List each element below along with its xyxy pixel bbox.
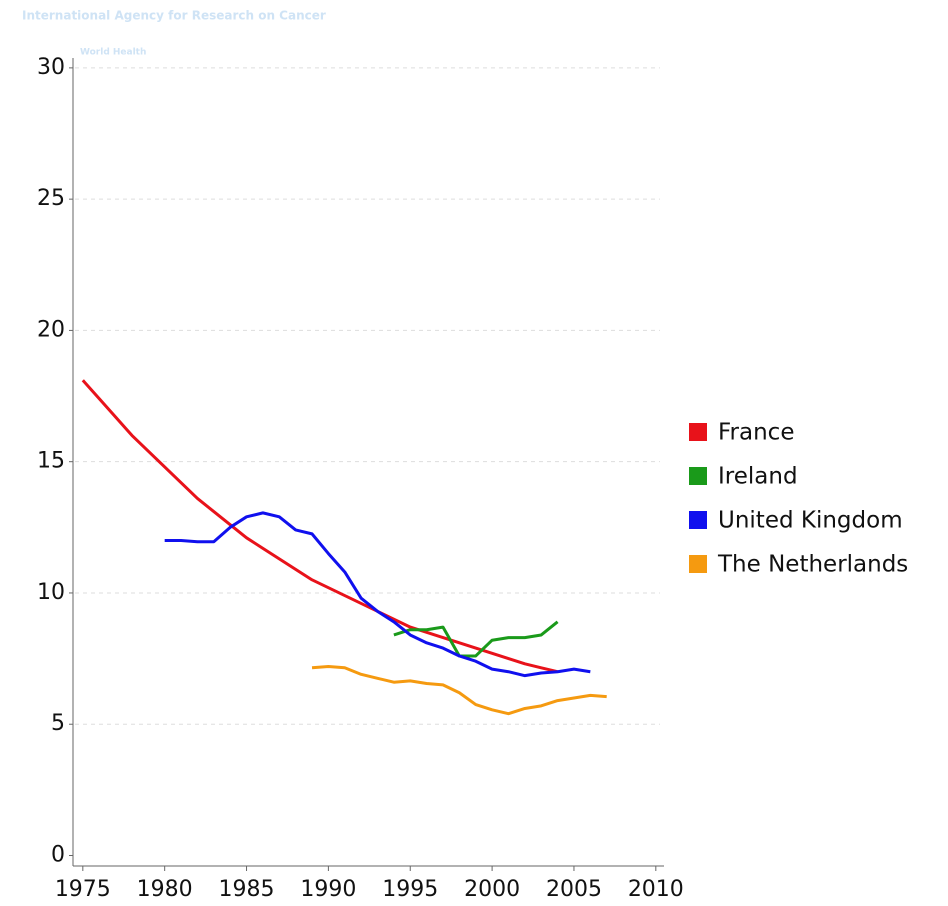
y-tick-label: 10 [37,580,65,605]
y-tick-label: 5 [51,711,65,736]
x-tick-label: 1995 [382,877,438,902]
watermark: International Agency for Research on Can… [22,9,326,23]
legend-swatch [689,511,707,529]
y-tick-label: 0 [51,842,65,867]
x-tick-label: 2010 [628,877,684,902]
x-tick-label: 1990 [300,877,356,902]
y-tick-label: 20 [37,317,65,342]
line-series [81,379,558,674]
y-tick-label: 30 [37,55,65,80]
watermark-sub: World Health [80,48,146,58]
line-series [311,664,607,716]
line-series [164,511,591,678]
x-tick-label: 2000 [464,877,520,902]
legend-label: The Netherlands [717,552,908,578]
legend-label: United Kingdom [718,508,903,534]
y-tick-label: 25 [37,186,65,211]
x-tick-label: 1975 [55,877,111,902]
legend-swatch [689,467,707,485]
y-tick-label: 15 [37,449,65,474]
legend-swatch [689,555,707,573]
x-tick-label: 1985 [219,877,275,902]
line-series [393,620,559,658]
legend-label: Ireland [718,464,798,490]
legend-label: France [718,420,794,446]
x-tick-label: 2005 [546,877,602,902]
x-tick-label: 1980 [137,877,193,902]
legend-swatch [689,423,707,441]
